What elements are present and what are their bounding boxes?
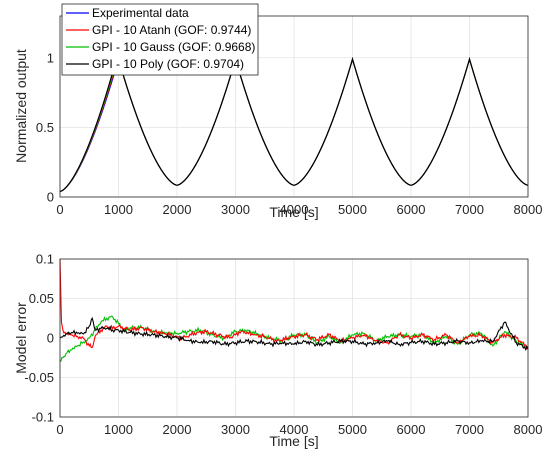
error-plot-ytick-label: 0.1	[36, 252, 54, 267]
legend-label-experimental: Experimental data	[92, 6, 189, 20]
error-plot-xtick-label: 8000	[514, 422, 543, 437]
legend-label-poly: GPI - 10 Poly (GOF: 0.9704)	[92, 57, 244, 71]
error-plot-xtick-label: 0	[56, 422, 63, 437]
error-plot-xtick-label: 3000	[221, 422, 250, 437]
output-plot-xtick-label: 5000	[338, 202, 367, 217]
output-plot-ylabel: Normalized output	[13, 49, 29, 163]
legend-box	[61, 3, 259, 76]
error-series-poly	[59, 316, 529, 352]
error-plot-xticks: 0 1000 2000 3000 4000 5000 6000 7000 8000	[56, 422, 542, 437]
error-plot-ylabel: Model error	[13, 302, 29, 374]
error-plot-ytick-label: -0.1	[32, 410, 54, 425]
legend-label-atanh: GPI - 10 Atanh (GOF: 0.9744)	[92, 23, 251, 37]
error-plot-lines	[59, 258, 529, 363]
output-plot-ytick-label: 0.5	[36, 120, 54, 135]
error-plot-xtick-label: 5000	[338, 422, 367, 437]
error-plot-ytick-label: 0	[47, 331, 54, 346]
output-plot-xlabel: Time [s]	[269, 204, 318, 220]
error-plot-xtick-label: 1000	[104, 422, 133, 437]
output-plot-xtick-label: 8000	[514, 202, 543, 217]
output-plot-ytick-label: 1	[47, 50, 54, 65]
output-plot-xticks: 0 1000 2000 3000 4000 5000 6000 7000 8000	[56, 202, 542, 217]
output-plot-xtick-label: 4000	[280, 202, 309, 217]
error-plot-yticks: -0.1 -0.05 0 0.05 0.1	[24, 252, 54, 425]
legend-label-gauss: GPI - 10 Gauss (GOF: 0.9668)	[92, 40, 255, 54]
error-plot: 0 1000 2000 3000 4000 5000 6000 7000 8000 -0.1-0…	[13, 252, 542, 450]
error-plot-xtick-label: 6000	[397, 422, 426, 437]
error-plot-xtick-label: 7000	[455, 422, 484, 437]
error-plot-xtick-label: 2000	[163, 422, 192, 437]
error-plot-frame	[59, 258, 529, 418]
error-plot-xlabel: Time [s]	[269, 433, 318, 449]
output-plot-xtick-label: 7000	[455, 202, 484, 217]
output-plot-lines	[59, 51, 529, 193]
output-plot-xtick-label: 1000	[104, 202, 133, 217]
error-plot-xtick-label: 4000	[280, 422, 309, 437]
error-plot-ytick-label: -0.05	[24, 370, 54, 385]
error-plot-ytick-label: 0.05	[29, 291, 54, 306]
legend: Experimental data GPI - 10 Atanh (GOF: 0…	[61, 3, 259, 76]
output-plot: 0 1000 2000 3000 4000 5000 6000 7000 8000 00.51 …	[13, 3, 542, 220]
output-series-poly	[59, 51, 529, 193]
output-plot-xtick-label: 3000	[221, 202, 250, 217]
output-plot-xtick-label: 6000	[397, 202, 426, 217]
output-plot-xtick-label: 0	[56, 202, 63, 217]
error-series-atanh	[59, 258, 529, 351]
output-plot-frame	[59, 15, 529, 198]
output-plot-yticks: 00.51	[36, 50, 54, 204]
output-plot-xtick-label: 2000	[163, 202, 192, 217]
output-plot-ytick-label: 0	[47, 190, 54, 205]
